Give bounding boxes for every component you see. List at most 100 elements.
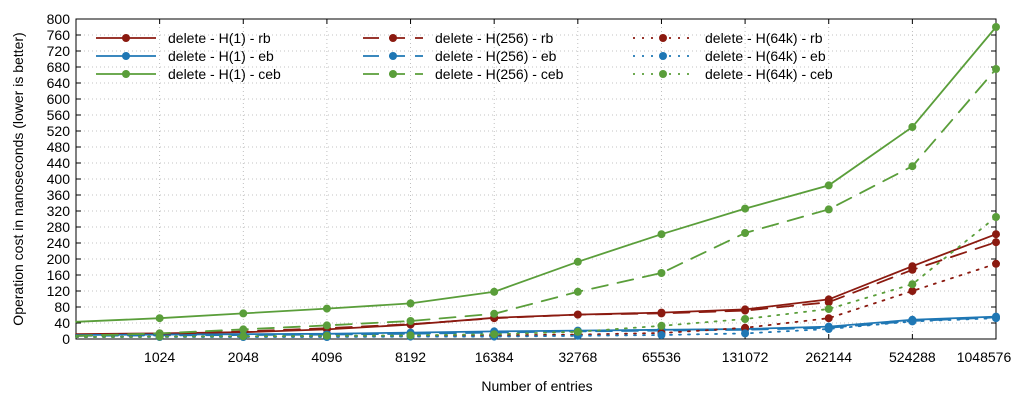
y-tick-label: 40 — [54, 315, 70, 331]
legend: delete - H(1) - rb delete - H(1) - eb dele… — [96, 30, 833, 82]
series-8 — [75, 314, 1000, 341]
data-point — [824, 314, 833, 323]
legend-marker — [389, 70, 397, 78]
legend-marker — [659, 70, 667, 78]
data-point — [908, 280, 917, 289]
series-line — [75, 233, 997, 336]
data-point — [992, 230, 1000, 239]
data-point — [322, 304, 331, 313]
y-tick-label: 520 — [47, 123, 71, 139]
axes: 0408012016020024028032036040044048052056… — [47, 11, 1012, 365]
y-tick-label: 160 — [47, 267, 71, 283]
x-tick-label: 65536 — [642, 349, 681, 365]
series-line — [75, 315, 997, 336]
legend-item: delete - H(1) - rb — [96, 30, 271, 46]
legend-label: delete - H(256) - ceb — [435, 66, 564, 82]
x-tick-label: 524288 — [889, 349, 936, 365]
series-9 — [75, 213, 1000, 341]
series-line — [75, 68, 997, 337]
data-point — [992, 23, 1000, 31]
x-tick-label: 32768 — [558, 349, 597, 365]
y-tick-label: 280 — [47, 219, 71, 235]
data-point — [741, 306, 750, 315]
legend-marker — [659, 34, 667, 42]
data-point — [992, 314, 1000, 323]
data-point — [824, 298, 833, 307]
legend-label: delete - H(64k) - rb — [705, 30, 823, 46]
data-point — [657, 309, 666, 318]
series-line — [75, 26, 997, 323]
series-group — [75, 23, 1000, 341]
y-tick-label: 320 — [47, 203, 71, 219]
data-point — [490, 287, 499, 296]
data-point — [992, 65, 1000, 73]
legend-label: delete - H(1) - ceb — [168, 66, 281, 82]
legend-item: delete - H(64k) - rb — [633, 30, 823, 46]
data-point — [741, 229, 750, 237]
y-tick-label: 720 — [47, 43, 71, 59]
x-axis-label: Number of entries — [481, 378, 592, 394]
data-point — [908, 123, 917, 131]
data-point — [657, 230, 666, 239]
y-tick-label: 400 — [47, 171, 71, 187]
data-point — [155, 332, 164, 341]
legend-marker — [122, 34, 130, 42]
data-point — [992, 259, 1000, 268]
y-tick-label: 640 — [47, 75, 71, 91]
legend-marker — [122, 52, 130, 60]
grid — [76, 18, 997, 340]
x-tick-label: 262144 — [805, 349, 852, 365]
legend-marker — [659, 52, 667, 60]
legend-item: delete - H(256) - ceb — [363, 66, 564, 82]
legend-label: delete - H(64k) - ceb — [705, 66, 833, 82]
data-point — [322, 321, 331, 330]
x-tick-label: 4096 — [311, 349, 342, 365]
legend-item: delete - H(256) - rb — [363, 30, 553, 46]
legend-label: delete - H(64k) - eb — [705, 48, 826, 64]
data-point — [406, 331, 415, 340]
series-line — [75, 216, 997, 338]
legend-label: delete - H(1) - eb — [168, 48, 274, 64]
data-point — [741, 329, 750, 338]
y-axis-label: Operation cost in nanoseconds (lower is … — [10, 32, 26, 325]
data-point — [406, 299, 415, 308]
data-point — [824, 305, 833, 313]
legend-item: delete - H(64k) - eb — [633, 48, 826, 64]
x-tick-label: 16384 — [475, 349, 514, 365]
data-point — [741, 204, 750, 213]
data-point — [992, 213, 1000, 221]
y-tick-label: 680 — [47, 59, 71, 75]
series-6 — [75, 65, 1000, 338]
x-tick-label: 1048576 — [957, 349, 1012, 365]
data-point — [239, 309, 248, 318]
series-line — [75, 316, 997, 337]
x-tick-label: 131072 — [722, 349, 769, 365]
data-point — [741, 315, 750, 323]
data-point — [908, 162, 917, 171]
legend-marker — [389, 34, 397, 42]
y-tick-label: 600 — [47, 91, 71, 107]
data-point — [573, 257, 582, 266]
data-point — [908, 265, 917, 274]
data-point — [908, 287, 917, 295]
data-point — [657, 331, 666, 339]
y-tick-label: 120 — [47, 283, 71, 299]
y-tick-label: 800 — [47, 11, 71, 27]
legend-label: delete - H(1) - rb — [168, 30, 271, 46]
y-tick-label: 480 — [47, 139, 71, 155]
data-point — [824, 205, 833, 214]
legend-item: delete - H(1) - eb — [96, 48, 274, 64]
data-point — [908, 317, 917, 326]
data-point — [406, 317, 415, 325]
legend-item: delete - H(64k) - ceb — [633, 66, 833, 82]
y-tick-label: 440 — [47, 155, 71, 171]
x-tick-label: 2048 — [228, 349, 259, 365]
data-point — [239, 332, 248, 341]
y-tick-label: 200 — [47, 251, 71, 267]
data-point — [490, 309, 499, 318]
series-line — [75, 241, 997, 337]
legend-label: delete - H(256) - rb — [435, 30, 553, 46]
series-1 — [75, 230, 1000, 338]
y-tick-label: 80 — [54, 299, 70, 315]
